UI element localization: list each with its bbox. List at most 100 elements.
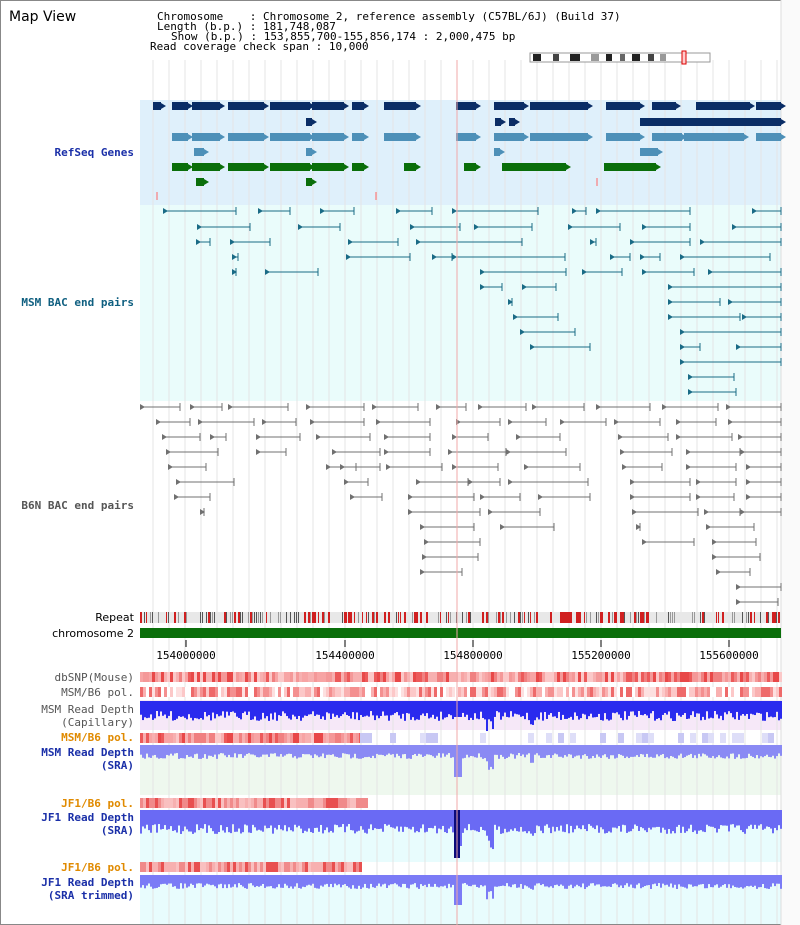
jf1-read-depth-sra-label-1[interactable]: JF1 Read Depth [41, 811, 134, 824]
heat-cell [227, 798, 230, 808]
heat-cell [236, 687, 239, 697]
repeat-element [496, 612, 497, 623]
jf1-trim-depth-bar [292, 875, 294, 889]
jf1-sra-depth-bar [450, 810, 452, 827]
jf1-trim-depth-bar [552, 875, 554, 888]
capillary-depth-bar [430, 701, 432, 718]
heat-cell [458, 672, 461, 682]
heat-cell [212, 862, 215, 872]
jf1-b6-pol-label[interactable]: JF1/B6 pol. [61, 797, 134, 810]
capillary-depth-bar [282, 701, 284, 712]
gene-exon-block [270, 102, 310, 110]
repeat-element [576, 612, 578, 623]
msm-sra-depth-bar [674, 745, 676, 759]
capillary-depth-bar [726, 701, 728, 715]
jf1-trim-depth-bar [692, 875, 694, 887]
jf1-sra-depth-bar [494, 810, 496, 825]
jf1-trim-depth-bar [386, 875, 388, 888]
heat-cell [233, 687, 236, 697]
heat-cell [161, 687, 164, 697]
msm-sra-depth-bar [654, 745, 656, 758]
capillary-depth-bar [332, 701, 334, 714]
msm-sra-depth-bar [368, 745, 370, 757]
heat-cell [212, 687, 215, 697]
heat-cell [149, 862, 152, 872]
msm-bac-end [530, 344, 535, 350]
msm-b6-pol-label[interactable]: MSM/B6 pol. [61, 686, 134, 699]
capillary-depth-bar [674, 701, 676, 721]
heat-cell [251, 672, 254, 682]
heat-cell [548, 672, 551, 682]
msm-bac-end-pairs-label[interactable]: MSM BAC end pairs [21, 296, 134, 309]
jf1-trim-depth-bar [644, 875, 646, 887]
ideogram-band [648, 54, 654, 61]
capillary-depth-bar [558, 701, 560, 712]
heat-cell [758, 672, 761, 682]
msm-bac-end [508, 299, 513, 305]
capillary-depth-bar [220, 701, 222, 716]
heat-cell [185, 733, 188, 743]
capillary-depth-bar [516, 701, 518, 715]
heat-cell [293, 672, 296, 682]
msm-sra-depth-bar [552, 745, 554, 756]
jf1-trim-depth-bar [518, 875, 520, 888]
heat-cell [713, 672, 716, 682]
jf1-sra-depth-bar [206, 810, 208, 833]
jf1-sra-depth-bar [664, 810, 666, 830]
refseq-genes-label[interactable]: RefSeq Genes [54, 146, 134, 159]
b6n-bac-end [696, 494, 701, 500]
capillary-depth-bar [328, 701, 330, 714]
jf1-trim-depth-bar [750, 875, 752, 886]
msm-sra-depth-bar [268, 745, 270, 757]
gene-strand-arrow [264, 103, 269, 109]
repeat-element [174, 612, 176, 623]
heat-cell [245, 672, 248, 682]
jf1-read-depth-trimmed-label-1[interactable]: JF1 Read Depth [41, 876, 134, 889]
capillary-depth-bar [442, 701, 444, 720]
msm-sra-depth-bar [184, 745, 186, 759]
jf1-trim-depth-bar [704, 875, 706, 889]
jf1-trim-depth-bar [534, 875, 536, 886]
capillary-depth-bar [200, 701, 202, 719]
heat-cell [716, 672, 719, 682]
dbsnp-label[interactable]: dbSNP(Mouse) [54, 671, 134, 684]
capillary-depth-bar [640, 701, 642, 715]
heat-cell [368, 672, 371, 682]
b6n-bac-end [704, 509, 709, 515]
heat-cell [272, 672, 275, 682]
msm-read-depth-capillary-label-1[interactable]: MSM Read Depth [41, 703, 134, 716]
jf1-trim-depth-bar [742, 875, 744, 889]
heat-cell [491, 687, 494, 697]
msm-bac-end [680, 254, 685, 260]
msm-bac-end [163, 208, 168, 214]
jf1-b6-pol-trimmed-label[interactable]: JF1/B6 pol. [61, 861, 134, 874]
heat-cell [317, 687, 320, 697]
heat-cell [329, 862, 332, 872]
b6n-bac-end-pairs-label[interactable]: B6N BAC end pairs [21, 499, 134, 512]
msm-sra-depth-bar [468, 745, 470, 758]
jf1-sra-depth-bar [192, 810, 194, 834]
heat-cell [692, 687, 695, 697]
msm-sra-depth-bar [516, 745, 518, 756]
jf1-sra-depth-bar [380, 810, 382, 829]
msm-sra-depth-bar [152, 745, 154, 756]
jf1-sra-depth-bar [594, 810, 596, 830]
msm-sra-depth-bar [728, 745, 730, 759]
msm-sra-pol-cell [360, 733, 366, 743]
jf1-trim-depth-bar [730, 875, 732, 889]
msm-sra-depth-bar [548, 745, 550, 755]
heat-cell [647, 672, 650, 682]
heat-cell [413, 687, 416, 697]
msm-sra-depth-bar [198, 745, 200, 759]
heat-cell [284, 733, 287, 743]
chromosome-label: chromosome 2 [52, 627, 134, 640]
msm-b6-pol-sra-label[interactable]: MSM/B6 pol. [61, 731, 134, 744]
jf1-trim-depth-bar [680, 875, 682, 887]
msm-bac-end [680, 359, 685, 365]
jf1-sra-depth-bar [520, 810, 522, 827]
capillary-depth-bar [728, 701, 730, 712]
heat-cell [644, 672, 647, 682]
msm-read-depth-sra-label-1[interactable]: MSM Read Depth [41, 746, 134, 759]
jf1-trim-depth-bar [440, 875, 442, 887]
